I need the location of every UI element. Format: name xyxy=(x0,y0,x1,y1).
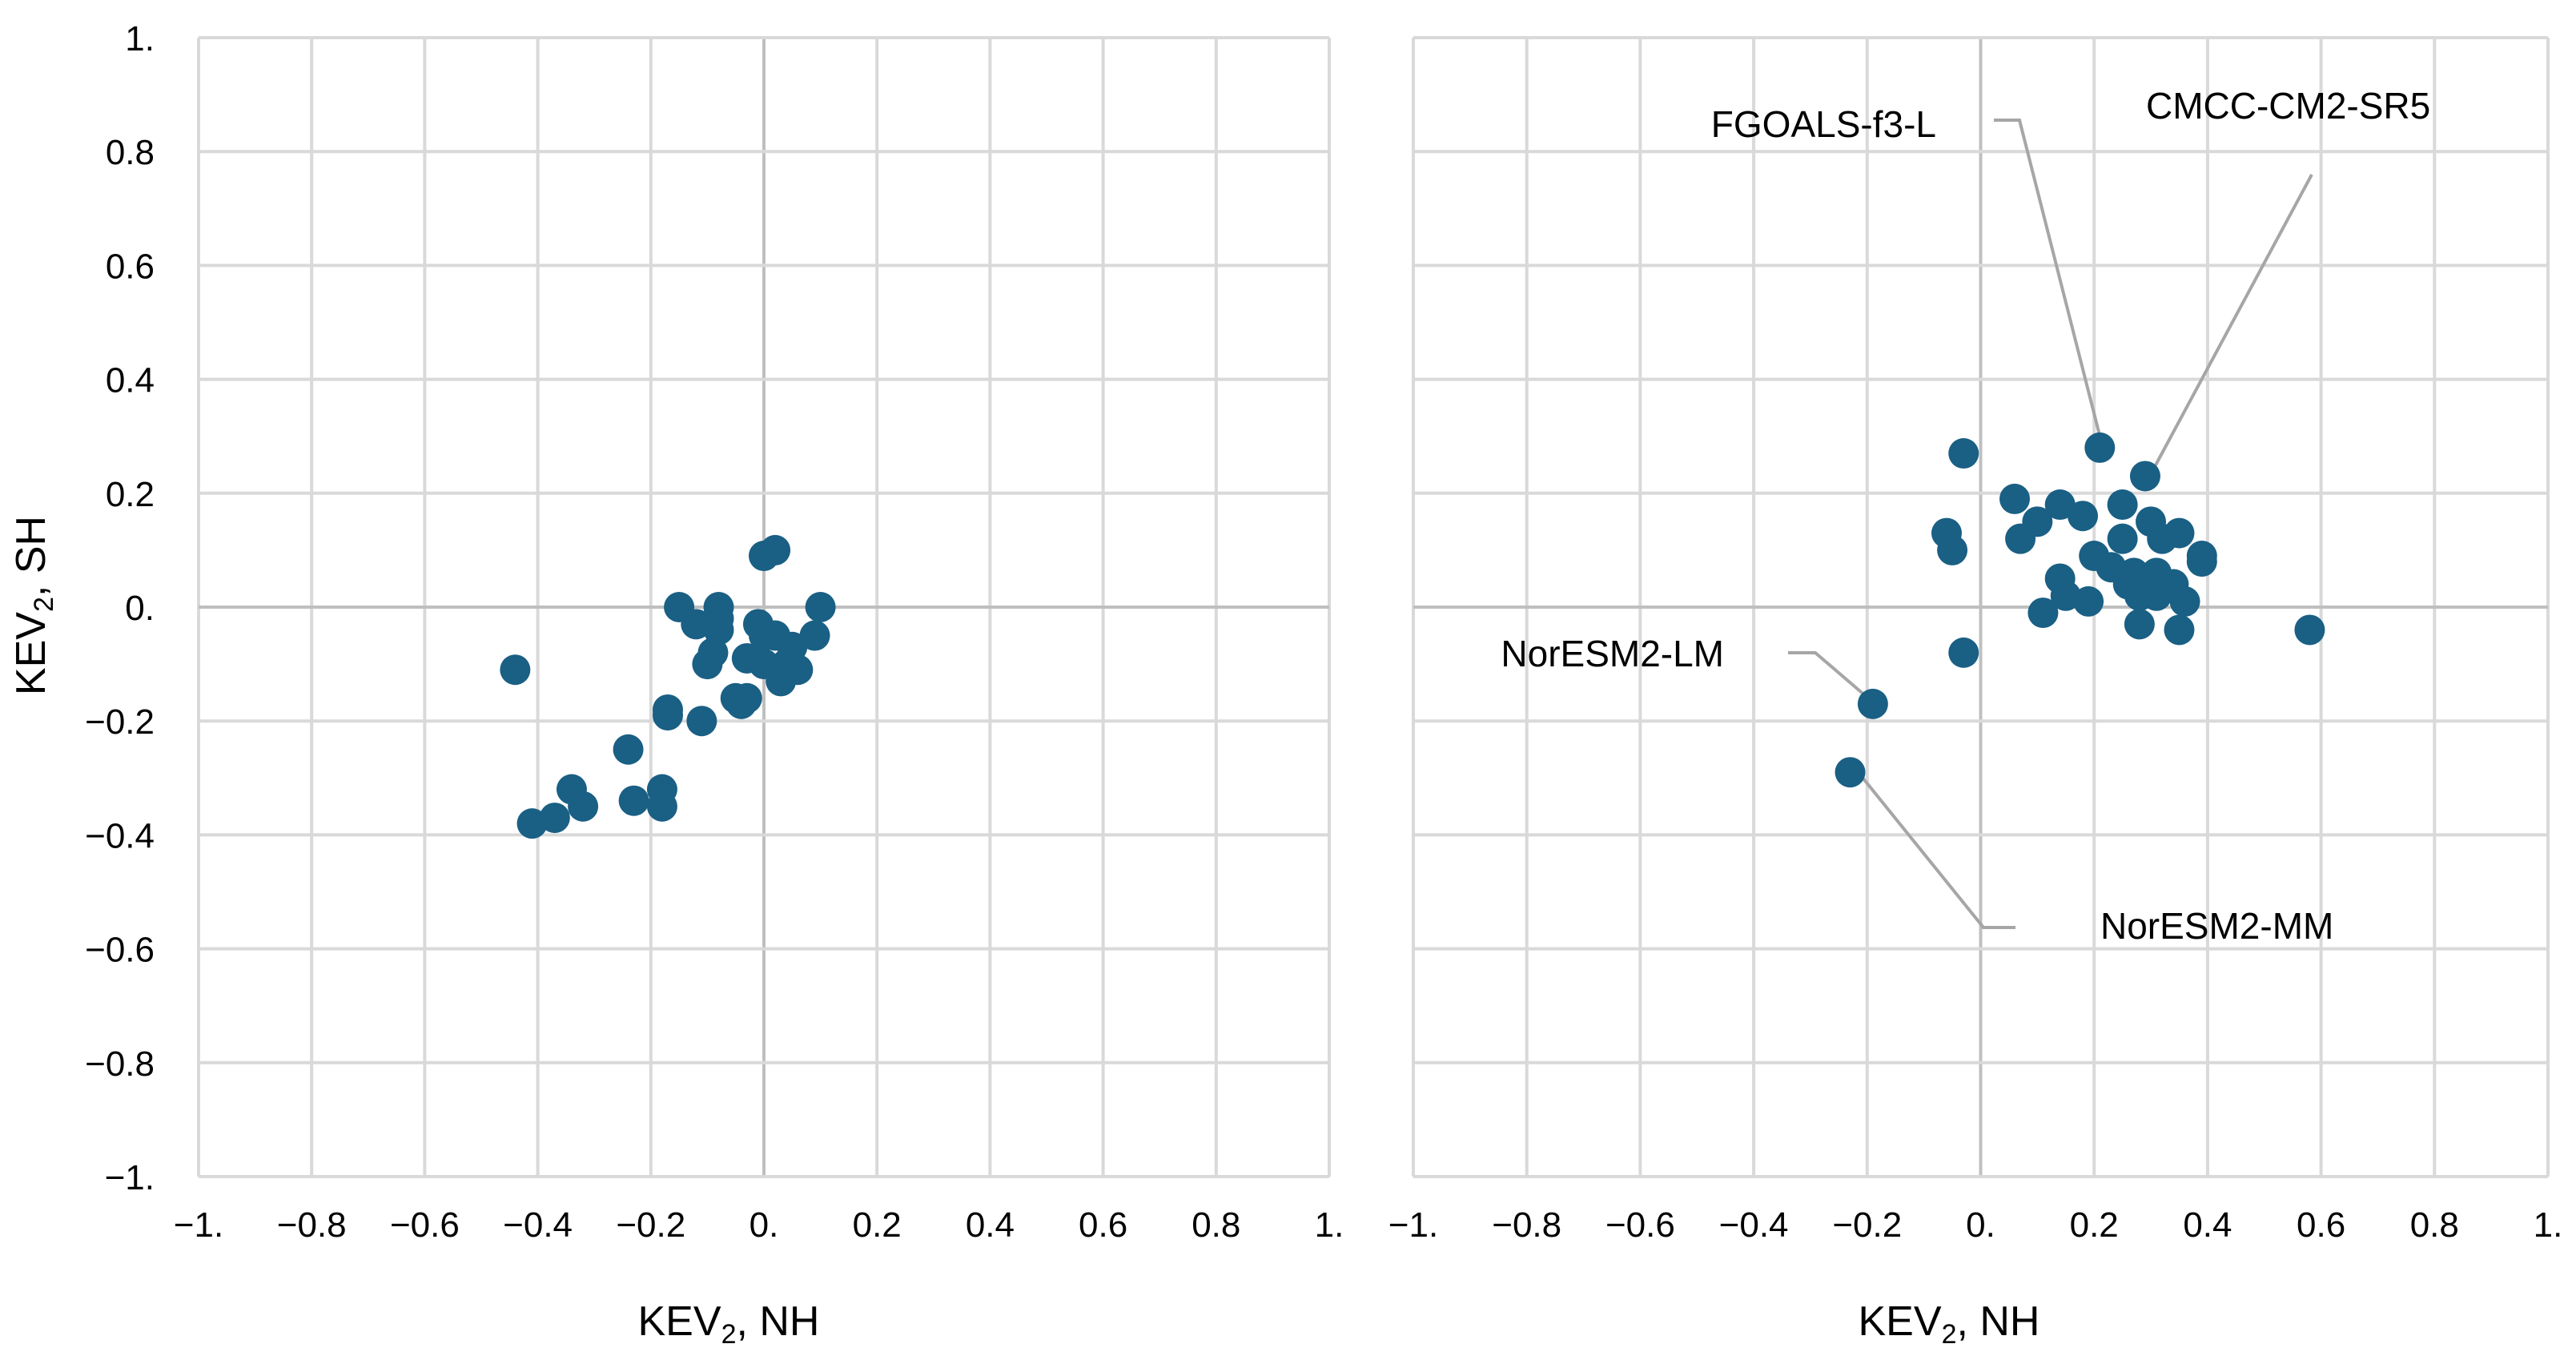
data-point xyxy=(799,620,830,651)
x-tick-label: −1. xyxy=(1388,1205,1438,1245)
left-data-points xyxy=(500,534,836,839)
data-point xyxy=(2164,614,2195,646)
left-x-axis-title: KEV2, NH xyxy=(638,1298,820,1350)
x-tick-label: −0.2 xyxy=(616,1205,685,1245)
x-tick-label: −0.6 xyxy=(1605,1205,1675,1245)
data-point xyxy=(703,592,734,622)
x-tick-label: 1. xyxy=(2534,1205,2563,1245)
x-tick-label: −1. xyxy=(174,1205,223,1245)
left-y-axis-title: KEV2, SH xyxy=(8,516,59,695)
y-tick-label: 1. xyxy=(125,19,155,58)
y-tick-label: 0.8 xyxy=(106,133,155,172)
x-tick-label: −0.6 xyxy=(390,1205,460,1245)
x-tick-label: −0.2 xyxy=(1832,1205,1902,1245)
data-point xyxy=(2107,489,2138,521)
left-y-tick-labels: −1. −0.8 −0.6 −0.4 −0.2 0. 0.2 0.4 0.6 0.8 1. xyxy=(85,19,155,1197)
data-point xyxy=(731,682,762,714)
x-tick-label: 0.8 xyxy=(1192,1205,1240,1245)
x-tick-label: 0.4 xyxy=(966,1205,1015,1245)
data-point xyxy=(2129,461,2160,492)
x-tick-label: −0.8 xyxy=(1492,1205,1561,1245)
data-point xyxy=(2124,609,2155,640)
data-point xyxy=(613,734,644,765)
right-data-points xyxy=(1835,432,2325,788)
data-point xyxy=(2294,614,2325,646)
left-gridlines xyxy=(197,36,1331,1178)
data-point xyxy=(539,803,570,834)
data-point xyxy=(2084,432,2116,463)
data-point xyxy=(1948,637,1979,668)
data-point xyxy=(2068,501,2099,532)
data-point xyxy=(760,534,791,565)
y-tick-label: 0.2 xyxy=(106,475,155,514)
leader-noresm2-mm xyxy=(1855,768,2015,929)
left-panel: −1. −0.8 −0.6 −0.4 −0.2 0. 0.2 0.4 0.6 0.8 1. −1.−… xyxy=(8,19,1344,1350)
x-tick-label: 1. xyxy=(1315,1205,1344,1245)
leader-fgoals-f3-l xyxy=(1994,119,2104,445)
x-tick-label: 0.2 xyxy=(853,1205,902,1245)
x-tick-label: 0.6 xyxy=(1079,1205,1127,1245)
left-x-tick-labels: −1. −0.8 −0.6 −0.4 −0.2 0. 0.2 0.4 0.6 0.8 1. xyxy=(174,1205,1344,1245)
x-tick-label: 0.6 xyxy=(2297,1205,2345,1245)
data-point xyxy=(568,791,599,822)
data-point xyxy=(652,700,683,731)
data-point xyxy=(805,592,836,622)
data-point xyxy=(618,785,649,816)
y-tick-label: −1. xyxy=(105,1158,155,1197)
y-tick-label: −0.4 xyxy=(85,816,155,855)
y-tick-label: 0.4 xyxy=(106,361,155,400)
x-tick-label: 0. xyxy=(749,1205,779,1245)
x-tick-label: 0.4 xyxy=(2183,1205,2232,1245)
leader-noresm2-lm xyxy=(1788,651,1873,702)
annotation-cmcc-cm2-sr5: CMCC-CM2-SR5 xyxy=(2146,85,2430,127)
right-x-tick-labels: −1. −0.8 −0.6 −0.4 −0.2 0. 0.2 0.4 0.6 0.8 1. xyxy=(1388,1205,2563,1245)
y-tick-label: 0.6 xyxy=(106,247,155,286)
data-point xyxy=(1999,483,2031,514)
y-tick-label: −0.2 xyxy=(85,702,155,742)
x-tick-label: −0.4 xyxy=(1719,1205,1789,1245)
annotation-noresm2-mm: NorESM2-MM xyxy=(2100,905,2333,947)
annotation-leader-lines xyxy=(1788,119,2313,929)
annotation-fgoals-f3-l: FGOALS-f3-L xyxy=(1711,103,1936,145)
data-point xyxy=(646,791,677,822)
y-tick-label: −0.8 xyxy=(85,1044,155,1084)
x-tick-label: 0.2 xyxy=(2070,1205,2119,1245)
data-point xyxy=(2169,585,2200,617)
data-point xyxy=(1937,534,1968,565)
data-point xyxy=(2186,546,2217,577)
data-point xyxy=(2027,598,2059,629)
data-point xyxy=(2044,489,2076,521)
data-point xyxy=(2164,517,2195,549)
leader-cmcc-cm2-sr5 xyxy=(2150,174,2313,473)
data-point xyxy=(500,654,531,686)
data-point xyxy=(1857,688,1888,719)
data-point xyxy=(1835,757,1866,788)
data-point xyxy=(771,649,802,680)
x-tick-label: 0.8 xyxy=(2410,1205,2459,1245)
x-tick-label: −0.8 xyxy=(277,1205,347,1245)
data-point xyxy=(2073,585,2104,617)
x-tick-label: 0. xyxy=(1966,1205,1995,1245)
y-tick-label: 0. xyxy=(125,589,155,628)
right-gridlines xyxy=(1412,36,2550,1178)
y-tick-label: −0.6 xyxy=(85,931,155,970)
annotation-noresm2-lm: NorESM2-LM xyxy=(1501,633,1724,674)
data-point xyxy=(2107,523,2138,554)
right-panel: −1. −0.8 −0.6 −0.4 −0.2 0. 0.2 0.4 0.6 0.8 1. FGOA… xyxy=(1388,36,2563,1350)
x-tick-label: −0.4 xyxy=(503,1205,573,1245)
data-point xyxy=(686,706,717,737)
data-point xyxy=(2118,557,2149,589)
data-point xyxy=(1948,438,1979,469)
data-point xyxy=(2022,506,2053,537)
data-point xyxy=(697,637,729,668)
right-x-axis-title: KEV2, NH xyxy=(1859,1298,2040,1350)
